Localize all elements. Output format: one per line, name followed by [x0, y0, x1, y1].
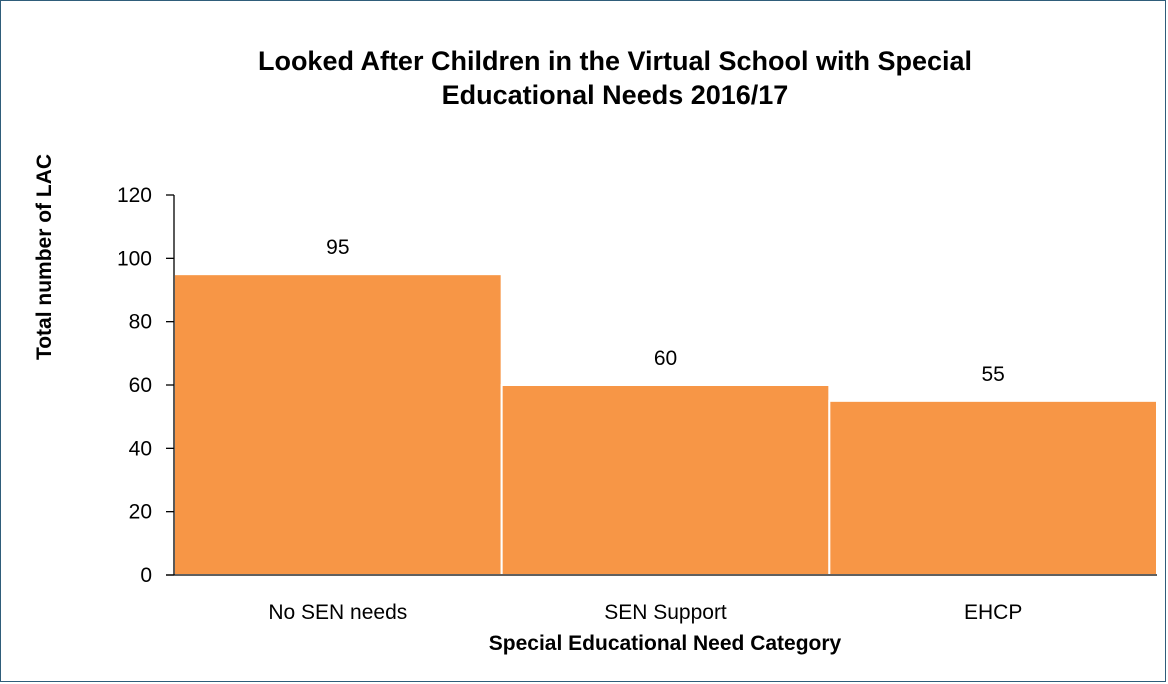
- x-axis-label: Special Educational Need Category: [488, 632, 842, 655]
- chart-title-line-1: Looked After Children in the Virtual Sch…: [257, 46, 973, 76]
- data-label-1: 60: [654, 347, 677, 370]
- y-tick-label-3: 60: [129, 374, 152, 397]
- y-tick-label-5: 100: [117, 247, 152, 270]
- y-tick-label-4: 80: [129, 311, 152, 334]
- y-tick-label-2: 40: [129, 437, 152, 460]
- y-tick-label-1: 20: [129, 501, 152, 524]
- data-label-2: 55: [981, 363, 1004, 386]
- bar-0: [173, 273, 503, 576]
- x-tick-label-2: EHCP: [964, 601, 1022, 624]
- x-tick-label-1: SEN Support: [604, 601, 727, 624]
- bar-2: [828, 399, 1158, 577]
- bar-1: [500, 384, 831, 576]
- x-tick-label-0: No SEN needs: [268, 601, 407, 624]
- y-tick-label-6: 120: [117, 184, 152, 207]
- y-tick-label-0: 0: [140, 564, 152, 587]
- data-label-0: 95: [326, 236, 349, 259]
- chart-title-line-2: Educational Needs 2016/17: [441, 80, 789, 110]
- chart-title: Looked After Children in the Virtual Sch…: [0, 44, 1168, 112]
